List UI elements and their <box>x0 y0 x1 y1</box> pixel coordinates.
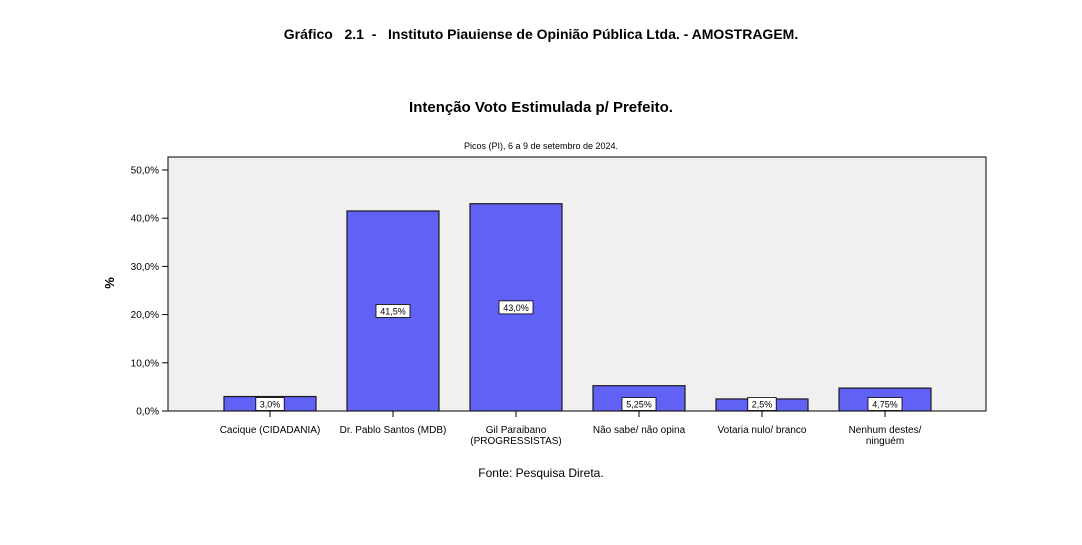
data-label: 4,75% <box>872 400 898 410</box>
data-label-box <box>867 397 903 411</box>
chart-title: Intenção Voto Estimulada p/ Prefeito. <box>409 99 673 116</box>
plot-area <box>167 156 987 412</box>
y-tick-label: 30,0% <box>131 262 159 273</box>
data-label-box <box>375 304 411 318</box>
data-label-box <box>498 300 534 315</box>
y-tick-label: 0,0% <box>136 407 159 418</box>
data-label-box <box>255 397 285 411</box>
y-tick-label: 50,0% <box>131 166 159 177</box>
source-note: Fonte: Pesquisa Direta. <box>478 466 604 480</box>
x-tick-label: Não sabe/ não opina <box>593 425 686 436</box>
chart-subtitle: Picos (PI), 6 a 9 de setembro de 2024. <box>463 141 619 151</box>
x-tick-label: (PROGRESSISTAS) <box>470 436 562 447</box>
x-tick-label: Cacique (CIDADANIA) <box>220 425 321 436</box>
y-axis: 0,0% 10,0% 20,0% 30,0% 40,0% 50,0% <box>131 166 168 418</box>
data-label: 3,0% <box>260 400 281 410</box>
data-label-box <box>747 397 777 411</box>
x-tick-label: ninguém <box>866 436 904 447</box>
x-tick-label: Dr. Pablo Santos (MDB) <box>340 425 447 436</box>
data-label: 2,5% <box>752 400 773 410</box>
report-header-title: Gráfico 2.1 - Instituto Piauiense de Opi… <box>283 26 799 42</box>
bar-group: 3,0% 41,5% 43,0% 5,25% 2,5% 4,75% <box>223 203 932 412</box>
y-tick-label: 20,0% <box>131 310 159 321</box>
data-label: 5,25% <box>626 400 652 410</box>
y-tick-label: 40,0% <box>131 214 159 225</box>
x-axis: Cacique (CIDADANIA) Dr. Pablo Santos (MDB… <box>220 411 922 447</box>
data-label: 41,5% <box>380 306 406 316</box>
x-tick-label: Gil Paraibano <box>486 425 547 436</box>
x-tick-label: Nenhum destes/ <box>849 425 922 436</box>
y-axis-label: % <box>102 277 117 289</box>
x-tick-label: Votaria nulo/ branco <box>718 425 807 436</box>
data-label: 43,0% <box>503 303 529 313</box>
data-label-box <box>621 397 657 411</box>
y-tick-label: 10,0% <box>131 358 159 369</box>
